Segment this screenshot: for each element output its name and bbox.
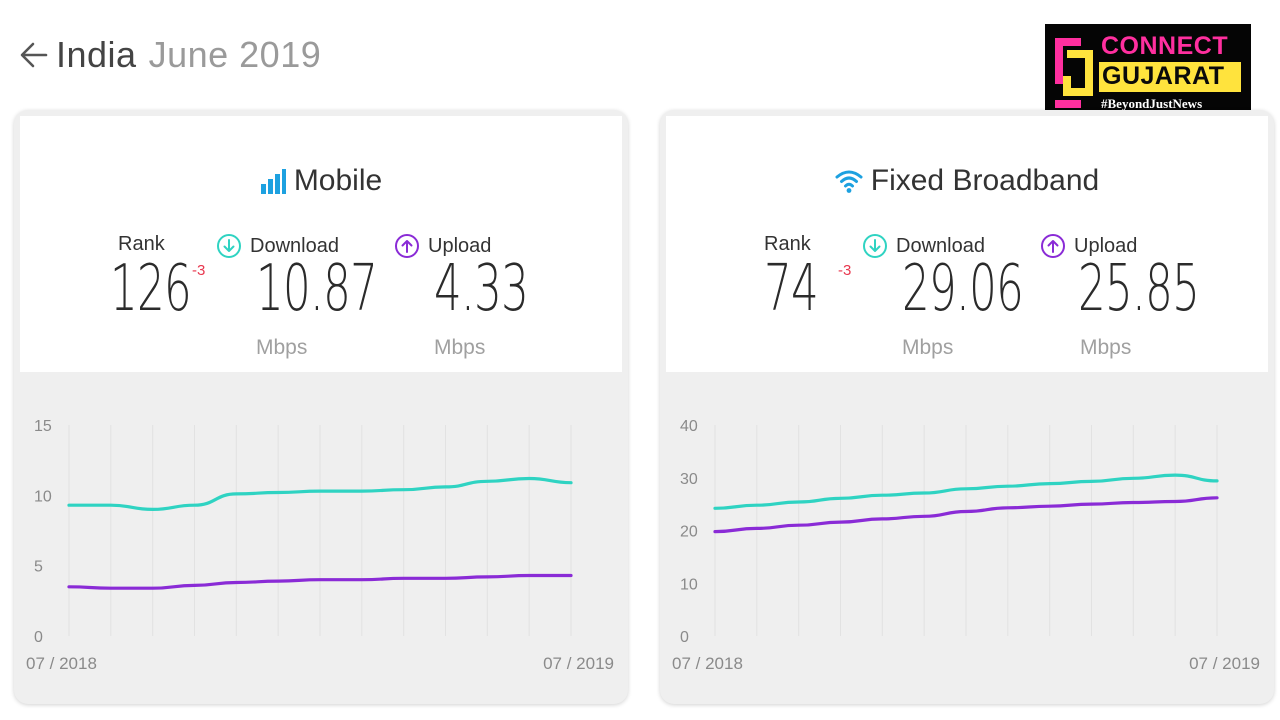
mobile-download-label: Download [216, 233, 339, 259]
y-tick-label: 0 [680, 629, 689, 646]
country-name: India [56, 34, 137, 75]
fixed-upload-value: 25.85 [1078, 252, 1200, 326]
fixed-upload-label: Upload [1040, 233, 1137, 259]
mobile-rank-label-text: Rank [118, 233, 165, 255]
download-series-line [713, 473, 1219, 510]
upload-arrow-icon [1041, 234, 1065, 258]
connect-gujarat-logo: CONNECT GUJARAT #BeyondJustNews [1045, 24, 1251, 124]
fixed-upload-label-text: Upload [1074, 234, 1138, 257]
signal-bars-icon [260, 169, 286, 194]
logo-tagline: #BeyondJustNews [1101, 96, 1203, 111]
fixed-title: Fixed Broadband [666, 164, 1268, 198]
fixed-upload-unit: Mbps [1080, 336, 1132, 359]
x-start-label: 07 / 2018 [26, 654, 97, 673]
mobile-chart-svg: 0 5 10 15 07 / 2018 07 / 2019 [26, 418, 614, 673]
y-tick-label: 5 [34, 559, 43, 576]
mobile-upload-value: 4.33 [434, 252, 529, 326]
mobile-download-value: 10.87 [256, 252, 378, 326]
mobile-speed-chart: 0 5 10 15 07 / 2018 07 / 2019 [14, 372, 628, 704]
fixed-rank-value: 74 [764, 252, 819, 326]
fixed-download-label: Download [862, 233, 985, 259]
fixed-summary: Fixed Broadband Rank 74 -3 Download 29.0… [666, 116, 1268, 372]
page-header: India June 2019 [16, 30, 321, 80]
y-tick-label: 0 [34, 629, 43, 646]
mobile-title: Mobile [20, 164, 622, 198]
logo-mark-icon [1055, 38, 1093, 108]
fixed-rank-label: Rank [764, 233, 811, 256]
wifi-icon [835, 170, 863, 193]
y-tick-label: 10 [680, 576, 698, 593]
mobile-card: Mobile Rank 126 -3 Download 10.87 Mbps U… [14, 110, 628, 704]
download-series-line [67, 476, 573, 512]
mobile-rank-value: 126 [110, 252, 192, 326]
mobile-download-unit: Mbps [256, 336, 308, 359]
y-tick-label: 10 [34, 488, 52, 505]
y-tick-label: 20 [680, 524, 698, 541]
back-arrow-icon[interactable] [16, 37, 52, 73]
x-end-label: 07 / 2019 [1189, 654, 1260, 673]
upload-arrow-icon [395, 234, 419, 258]
fixed-speed-chart: 0 10 20 30 40 07 / 2018 07 / 2019 [660, 372, 1274, 704]
download-arrow-icon [863, 234, 887, 258]
mobile-summary: Mobile Rank 126 -3 Download 10.87 Mbps U… [20, 116, 622, 372]
fixed-chart-svg: 0 10 20 30 40 07 / 2018 07 / 2019 [672, 418, 1260, 673]
upload-series-line [67, 573, 573, 590]
download-arrow-icon [217, 234, 241, 258]
logo-line1: CONNECT [1101, 32, 1229, 60]
mobile-rank-label: Rank [118, 233, 165, 256]
logo-line2: GUJARAT [1102, 62, 1225, 90]
mobile-title-text: Mobile [293, 164, 383, 197]
fixed-download-value: 29.06 [902, 252, 1024, 326]
y-tick-label: 40 [680, 418, 698, 435]
fixed-download-label-text: Download [896, 234, 985, 257]
mobile-download-label-text: Download [250, 234, 339, 257]
mobile-upload-label: Upload [394, 233, 491, 259]
mobile-upload-label-text: Upload [428, 234, 492, 257]
y-tick-label: 30 [680, 471, 698, 488]
fixed-rank-label-text: Rank [764, 233, 811, 255]
mobile-upload-unit: Mbps [434, 336, 486, 359]
upload-series-line [713, 496, 1219, 534]
report-period: June 2019 [148, 34, 322, 75]
fixed-broadband-card: Fixed Broadband Rank 74 -3 Download 29.0… [660, 110, 1274, 704]
x-start-label: 07 / 2018 [672, 654, 743, 673]
fixed-download-unit: Mbps [902, 336, 954, 359]
fixed-title-text: Fixed Broadband [870, 164, 1100, 197]
x-end-label: 07 / 2019 [543, 654, 614, 673]
mobile-rank-change: -3 [192, 262, 206, 279]
y-tick-label: 15 [34, 418, 52, 435]
logo-line2-band [1099, 62, 1241, 92]
fixed-rank-change: -3 [838, 262, 852, 279]
